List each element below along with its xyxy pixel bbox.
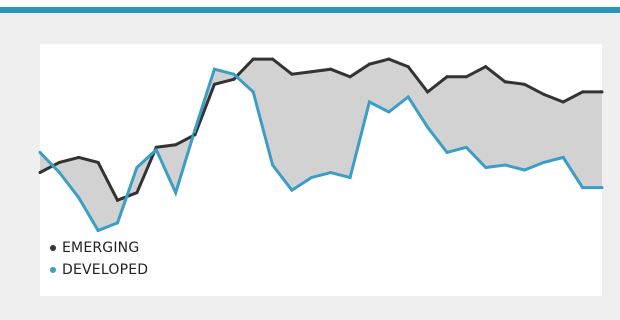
data-point-developed bbox=[426, 125, 430, 129]
data-point-emerging bbox=[522, 82, 526, 86]
data-point-developed bbox=[484, 165, 488, 169]
data-point-developed bbox=[406, 95, 410, 99]
data-point-emerging bbox=[309, 70, 313, 74]
data-point-emerging bbox=[426, 90, 430, 94]
data-point-emerging bbox=[581, 90, 585, 94]
data-point-emerging bbox=[542, 92, 546, 96]
data-point-emerging bbox=[464, 75, 468, 79]
data-point-emerging bbox=[484, 65, 488, 69]
data-point-developed bbox=[561, 155, 565, 159]
data-point-developed bbox=[503, 163, 507, 167]
data-point-emerging bbox=[561, 100, 565, 104]
data-point-emerging bbox=[174, 143, 178, 147]
data-point-emerging bbox=[445, 75, 449, 79]
data-point-developed bbox=[581, 186, 585, 190]
data-point-developed bbox=[57, 171, 61, 175]
legend-item-emerging[interactable]: EMERGING bbox=[50, 237, 148, 259]
data-point-developed bbox=[522, 168, 526, 172]
data-point-emerging bbox=[251, 57, 255, 61]
data-point-developed bbox=[600, 186, 604, 190]
data-point-developed bbox=[290, 188, 294, 192]
data-point-developed bbox=[174, 191, 178, 195]
data-point-emerging bbox=[348, 75, 352, 79]
data-point-emerging bbox=[367, 62, 371, 66]
legend-item-developed[interactable]: DEVELOPED bbox=[50, 259, 148, 281]
data-point-emerging bbox=[600, 90, 604, 94]
header-accent-bar bbox=[0, 7, 620, 13]
data-point-emerging bbox=[212, 82, 216, 86]
data-point-developed bbox=[387, 110, 391, 114]
data-point-developed bbox=[309, 176, 313, 180]
data-point-emerging bbox=[232, 77, 236, 81]
data-point-developed bbox=[348, 176, 352, 180]
data-point-emerging bbox=[154, 145, 158, 149]
data-point-emerging bbox=[503, 80, 507, 84]
data-point-developed bbox=[542, 160, 546, 164]
data-point-developed bbox=[193, 128, 197, 132]
data-point-emerging bbox=[329, 67, 333, 71]
legend-marker-developed bbox=[50, 267, 56, 273]
series-line-emerging bbox=[39, 57, 602, 203]
data-point-developed bbox=[445, 150, 449, 154]
legend-marker-emerging bbox=[50, 245, 56, 251]
data-point-emerging bbox=[193, 133, 197, 137]
data-point-developed bbox=[116, 221, 120, 225]
line-chart bbox=[38, 57, 604, 233]
data-point-emerging bbox=[38, 171, 42, 175]
data-point-developed bbox=[154, 148, 158, 152]
data-point-emerging bbox=[135, 191, 139, 195]
data-point-emerging bbox=[77, 155, 81, 159]
legend: EMERGING DEVELOPED bbox=[50, 237, 148, 281]
fill-between-series bbox=[40, 59, 602, 231]
data-point-developed bbox=[38, 150, 42, 154]
data-point-developed bbox=[251, 90, 255, 94]
data-point-emerging bbox=[116, 198, 120, 202]
data-point-developed bbox=[232, 72, 236, 76]
series-points bbox=[38, 57, 604, 232]
data-point-developed bbox=[212, 67, 216, 71]
legend-label-developed: DEVELOPED bbox=[62, 262, 149, 278]
data-point-emerging bbox=[290, 72, 294, 76]
legend-label-emerging: EMERGING bbox=[62, 240, 140, 256]
data-point-developed bbox=[464, 145, 468, 149]
series-line-developed bbox=[38, 67, 602, 233]
data-point-developed bbox=[367, 100, 371, 104]
data-point-developed bbox=[329, 171, 333, 175]
header-band bbox=[0, 0, 620, 7]
data-point-emerging bbox=[406, 65, 410, 69]
data-point-developed bbox=[96, 228, 100, 232]
data-point-developed bbox=[135, 165, 139, 169]
data-point-emerging bbox=[96, 160, 100, 164]
data-point-developed bbox=[271, 163, 275, 167]
data-point-emerging bbox=[57, 160, 61, 164]
data-point-emerging bbox=[271, 57, 275, 61]
data-point-developed bbox=[77, 196, 81, 200]
data-point-emerging bbox=[387, 57, 391, 61]
